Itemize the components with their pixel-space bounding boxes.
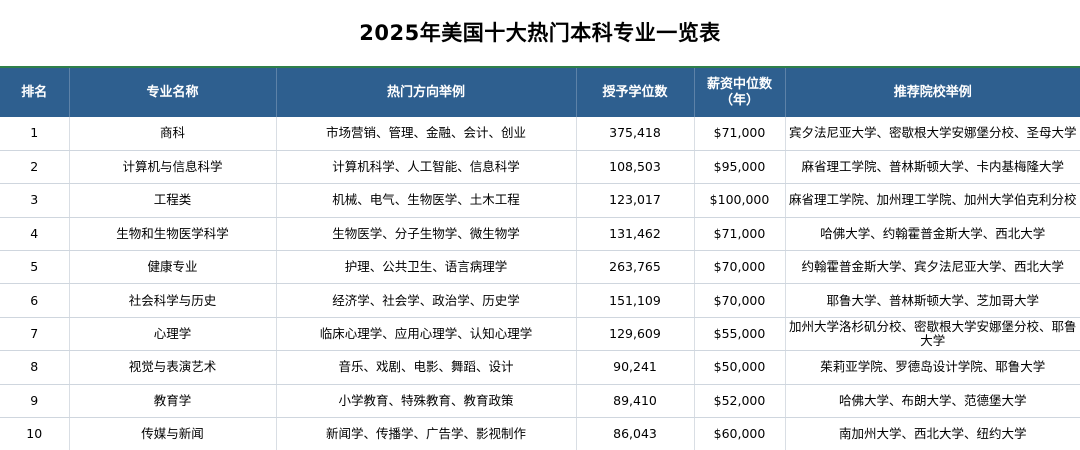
cell-rank: 8 xyxy=(0,350,70,385)
cell-rank: 5 xyxy=(0,250,70,285)
header-major: 专业名称 xyxy=(69,66,277,117)
cell-directions: 临床心理学、应用心理学、认知心理学 xyxy=(276,317,577,352)
cell-degrees: 108,503 xyxy=(576,150,695,185)
cell-degrees: 89,410 xyxy=(576,384,695,419)
cell-degrees: 123,017 xyxy=(576,183,695,218)
cell-salary: $71,000 xyxy=(694,117,786,151)
cell-schools: 哈佛大学、约翰霍普金斯大学、西北大学 xyxy=(785,217,1080,252)
header-rank: 排名 xyxy=(0,66,70,117)
cell-schools: 茱莉亚学院、罗德岛设计学院、耶鲁大学 xyxy=(785,350,1080,385)
cell-salary: $60,000 xyxy=(694,417,786,450)
header-degrees: 授予学位数 xyxy=(576,66,695,117)
cell-schools: 麻省理工学院、加州理工学院、加州大学伯克利分校 xyxy=(785,183,1080,218)
header-schools: 推荐院校举例 xyxy=(785,66,1080,117)
table-row: 10 传媒与新闻 新闻学、传播学、广告学、影视制作 86,043 $60,000… xyxy=(0,417,1080,450)
header-salary-line2: （年） xyxy=(719,92,759,108)
table-row: 2 计算机与信息科学 计算机科学、人工智能、信息科学 108,503 $95,0… xyxy=(0,150,1080,185)
cell-rank: 7 xyxy=(0,317,70,352)
cell-schools: 约翰霍普金斯大学、宾夕法尼亚大学、西北大学 xyxy=(785,250,1080,285)
cell-degrees: 86,043 xyxy=(576,417,695,450)
cell-degrees: 129,609 xyxy=(576,317,695,352)
cell-salary: $70,000 xyxy=(694,250,786,285)
cell-directions: 生物医学、分子生物学、微生物学 xyxy=(276,217,577,252)
cell-directions: 计算机科学、人工智能、信息科学 xyxy=(276,150,577,185)
table-row: 4 生物和生物医学科学 生物医学、分子生物学、微生物学 131,462 $71,… xyxy=(0,217,1080,252)
cell-schools: 麻省理工学院、普林斯顿大学、卡内基梅隆大学 xyxy=(785,150,1080,185)
cell-directions: 音乐、戏剧、电影、舞蹈、设计 xyxy=(276,350,577,385)
table-row: 1 商科 市场营销、管理、金融、会计、创业 375,418 $71,000 宾夕… xyxy=(0,117,1080,151)
cell-schools: 耶鲁大学、普林斯顿大学、芝加哥大学 xyxy=(785,283,1080,318)
cell-salary: $95,000 xyxy=(694,150,786,185)
cell-salary: $55,000 xyxy=(694,317,786,352)
cell-salary: $52,000 xyxy=(694,384,786,419)
cell-directions: 市场营销、管理、金融、会计、创业 xyxy=(276,117,577,151)
table-row: 5 健康专业 护理、公共卫生、语言病理学 263,765 $70,000 约翰霍… xyxy=(0,250,1080,285)
cell-major: 视觉与表演艺术 xyxy=(69,350,277,385)
header-salary: 薪资中位数 （年） xyxy=(694,66,786,117)
table-header-row: 排名 专业名称 热门方向举例 授予学位数 薪资中位数 （年） 推荐院校举例 xyxy=(0,66,1080,117)
cell-rank: 10 xyxy=(0,417,70,450)
cell-major: 传媒与新闻 xyxy=(69,417,277,450)
header-directions: 热门方向举例 xyxy=(276,66,577,117)
table-row: 9 教育学 小学教育、特殊教育、教育政策 89,410 $52,000 哈佛大学… xyxy=(0,384,1080,419)
cell-major: 教育学 xyxy=(69,384,277,419)
cell-major: 心理学 xyxy=(69,317,277,352)
cell-major: 健康专业 xyxy=(69,250,277,285)
cell-rank: 6 xyxy=(0,283,70,318)
cell-degrees: 263,765 xyxy=(576,250,695,285)
cell-salary: $70,000 xyxy=(694,283,786,318)
cell-directions: 小学教育、特殊教育、教育政策 xyxy=(276,384,577,419)
cell-major: 工程类 xyxy=(69,183,277,218)
header-salary-line1: 薪资中位数 xyxy=(706,76,772,92)
majors-table: 排名 专业名称 热门方向举例 授予学位数 薪资中位数 （年） 推荐院校举例 1 … xyxy=(0,66,1080,450)
table-row: 6 社会科学与历史 经济学、社会学、政治学、历史学 151,109 $70,00… xyxy=(0,283,1080,318)
cell-salary: $100,000 xyxy=(694,183,786,218)
cell-major: 生物和生物医学科学 xyxy=(69,217,277,252)
cell-major: 商科 xyxy=(69,117,277,151)
cell-directions: 经济学、社会学、政治学、历史学 xyxy=(276,283,577,318)
cell-rank: 1 xyxy=(0,117,70,151)
cell-directions: 护理、公共卫生、语言病理学 xyxy=(276,250,577,285)
table-row: 8 视觉与表演艺术 音乐、戏剧、电影、舞蹈、设计 90,241 $50,000 … xyxy=(0,350,1080,385)
cell-degrees: 90,241 xyxy=(576,350,695,385)
cell-schools: 南加州大学、西北大学、纽约大学 xyxy=(785,417,1080,450)
cell-schools: 宾夕法尼亚大学、密歇根大学安娜堡分校、圣母大学 xyxy=(785,117,1080,151)
cell-rank: 2 xyxy=(0,150,70,185)
cell-directions: 新闻学、传播学、广告学、影视制作 xyxy=(276,417,577,450)
cell-degrees: 375,418 xyxy=(576,117,695,151)
cell-major: 社会科学与历史 xyxy=(69,283,277,318)
cell-degrees: 151,109 xyxy=(576,283,695,318)
cell-schools: 哈佛大学、布朗大学、范德堡大学 xyxy=(785,384,1080,419)
table-row: 3 工程类 机械、电气、生物医学、土木工程 123,017 $100,000 麻… xyxy=(0,183,1080,218)
cell-salary: $50,000 xyxy=(694,350,786,385)
cell-salary: $71,000 xyxy=(694,217,786,252)
cell-schools: 加州大学洛杉矶分校、密歇根大学安娜堡分校、耶鲁大学 xyxy=(785,317,1080,352)
cell-rank: 3 xyxy=(0,183,70,218)
cell-rank: 4 xyxy=(0,217,70,252)
cell-rank: 9 xyxy=(0,384,70,419)
cell-degrees: 131,462 xyxy=(576,217,695,252)
table-row: 7 心理学 临床心理学、应用心理学、认知心理学 129,609 $55,000 … xyxy=(0,317,1080,352)
cell-major: 计算机与信息科学 xyxy=(69,150,277,185)
table-title: 2025年美国十大热门本科专业一览表 xyxy=(359,21,721,45)
cell-directions: 机械、电气、生物医学、土木工程 xyxy=(276,183,577,218)
table-body: 1 商科 市场营销、管理、金融、会计、创业 375,418 $71,000 宾夕… xyxy=(0,117,1080,450)
